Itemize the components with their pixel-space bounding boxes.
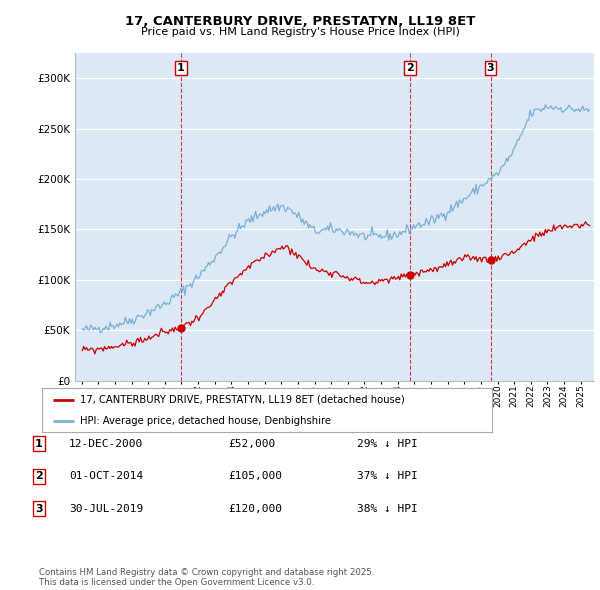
Text: Contains HM Land Registry data © Crown copyright and database right 2025.
This d: Contains HM Land Registry data © Crown c… [39,568,374,587]
Text: Price paid vs. HM Land Registry's House Price Index (HPI): Price paid vs. HM Land Registry's House … [140,27,460,37]
Text: 30-JUL-2019: 30-JUL-2019 [69,504,143,513]
Text: HPI: Average price, detached house, Denbighshire: HPI: Average price, detached house, Denb… [80,416,331,426]
Text: 29% ↓ HPI: 29% ↓ HPI [357,439,418,448]
Text: 38% ↓ HPI: 38% ↓ HPI [357,504,418,513]
Text: 37% ↓ HPI: 37% ↓ HPI [357,471,418,481]
Text: 2: 2 [406,63,414,73]
Text: 2: 2 [35,471,43,481]
Text: 01-OCT-2014: 01-OCT-2014 [69,471,143,481]
Text: £120,000: £120,000 [228,504,282,513]
Text: 12-DEC-2000: 12-DEC-2000 [69,439,143,448]
Text: 3: 3 [487,63,494,73]
Text: £105,000: £105,000 [228,471,282,481]
Text: 17, CANTERBURY DRIVE, PRESTATYN, LL19 8ET (detached house): 17, CANTERBURY DRIVE, PRESTATYN, LL19 8E… [80,395,405,405]
Text: 1: 1 [177,63,185,73]
Text: 1: 1 [35,439,43,448]
Text: 17, CANTERBURY DRIVE, PRESTATYN, LL19 8ET: 17, CANTERBURY DRIVE, PRESTATYN, LL19 8E… [125,15,475,28]
Text: 3: 3 [35,504,43,513]
Text: £52,000: £52,000 [228,439,275,448]
